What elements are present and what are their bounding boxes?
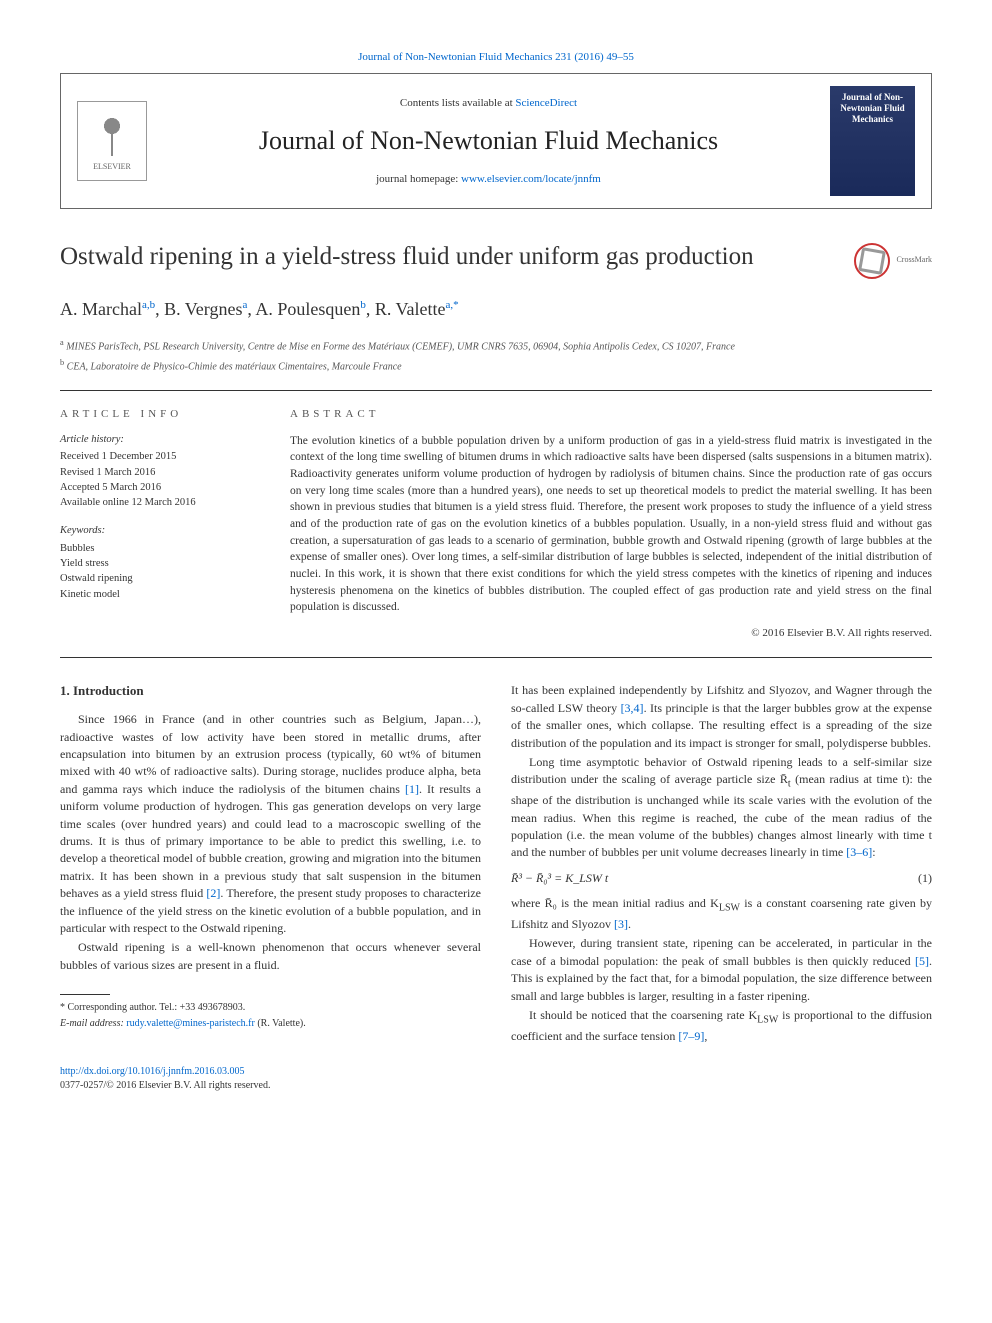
author-4-affil: a,* xyxy=(446,299,459,311)
p5a: where R̄₀ is the mean initial radius and… xyxy=(511,896,719,910)
p1b: . It results a uniform volume production… xyxy=(60,782,481,900)
article-info-label: ARTICLE INFO xyxy=(60,407,260,422)
elsevier-tree-icon xyxy=(92,111,132,161)
journal-cover-thumbnail: Journal of Non-Newtonian Fluid Mechanics xyxy=(830,86,915,196)
history-revised: Revised 1 March 2016 xyxy=(60,465,260,480)
ref-3-4[interactable]: [3,4] xyxy=(621,701,644,715)
footnote-separator xyxy=(60,994,110,995)
para-3: It has been explained independently by L… xyxy=(511,682,932,752)
ref-1[interactable]: [1] xyxy=(405,782,419,796)
email-who: (R. Valette). xyxy=(255,1018,306,1029)
cover-title: Journal of Non-Newtonian Fluid Mechanics xyxy=(834,92,911,124)
corresponding-author: * Corresponding author. Tel.: +33 493678… xyxy=(60,1001,481,1015)
equation-1: R̄³ − R̄₀³ = K_LSW t (1) xyxy=(511,870,932,887)
affiliation-b: b CEA, Laboratoire de Physico-Chimie des… xyxy=(60,357,932,374)
author-email-link[interactable]: rudy.valette@mines-paristech.fr xyxy=(126,1018,255,1029)
homepage-line: journal homepage: www.elsevier.com/locat… xyxy=(162,172,815,187)
p7sub: LSW xyxy=(757,1014,778,1025)
citation-link[interactable]: Journal of Non-Newtonian Fluid Mechanics… xyxy=(60,50,932,65)
eq1-body: R̄³ − R̄₀³ = K_LSW t xyxy=(511,870,608,887)
ref-5[interactable]: [5] xyxy=(915,954,929,968)
ref-3-6[interactable]: [3–6] xyxy=(846,845,872,859)
p4c: : xyxy=(872,845,875,859)
abstract-copyright: © 2016 Elsevier B.V. All rights reserved… xyxy=(290,626,932,641)
keywords-label: Keywords: xyxy=(60,524,260,539)
crossmark-icon[interactable] xyxy=(854,243,890,279)
homepage-link[interactable]: www.elsevier.com/locate/jnnfm xyxy=(461,173,601,185)
abstract-text: The evolution kinetics of a bubble popul… xyxy=(290,433,932,616)
para-5: where R̄₀ is the mean initial radius and… xyxy=(511,895,932,933)
p5sub: LSW xyxy=(719,903,740,914)
issn-copyright: 0377-0257/© 2016 Elsevier B.V. All right… xyxy=(60,1080,270,1091)
p7a: It should be noticed that the coarsening… xyxy=(529,1008,757,1022)
keyword-3: Ostwald ripening xyxy=(60,571,260,586)
p5c: . xyxy=(628,917,631,931)
email-line: E-mail address: rudy.valette@mines-paris… xyxy=(60,1017,481,1031)
homepage-prefix: journal homepage: xyxy=(376,173,461,185)
sciencedirect-link[interactable]: ScienceDirect xyxy=(515,97,577,109)
para-7: It should be noticed that the coarsening… xyxy=(511,1007,932,1045)
keyword-4: Kinetic model xyxy=(60,587,260,602)
section-1-heading: 1. Introduction xyxy=(60,682,481,701)
keyword-1: Bubbles xyxy=(60,541,260,556)
info-abstract-row: ARTICLE INFO Article history: Received 1… xyxy=(60,407,932,641)
crossmark-label: CrossMark xyxy=(896,254,932,265)
affil-a-text: MINES ParisTech, PSL Research University… xyxy=(66,341,735,352)
header-center: Contents lists available at ScienceDirec… xyxy=(147,96,830,187)
author-4: , R. Valette xyxy=(366,299,446,319)
abstract-label: ABSTRACT xyxy=(290,407,932,422)
journal-header-box: ELSEVIER Contents lists available at Sci… xyxy=(60,73,932,209)
journal-name: Journal of Non-Newtonian Fluid Mechanics xyxy=(162,123,815,159)
title-row: Ostwald ripening in a yield-stress fluid… xyxy=(60,239,932,279)
footer-info: http://dx.doi.org/10.1016/j.jnnfm.2016.0… xyxy=(60,1065,932,1093)
history-label: Article history: xyxy=(60,433,260,448)
divider-top xyxy=(60,390,932,391)
ref-2[interactable]: [2] xyxy=(206,886,220,900)
page-container: Journal of Non-Newtonian Fluid Mechanics… xyxy=(0,0,992,1143)
para-6: However, during transient state, ripenin… xyxy=(511,935,932,1005)
para-2: Ostwald ripening is a well-known phenome… xyxy=(60,939,481,974)
p6a: However, during transient state, ripenin… xyxy=(511,936,932,967)
para-1: Since 1966 in France (and in other count… xyxy=(60,711,481,937)
history-received: Received 1 December 2015 xyxy=(60,449,260,464)
history-online: Available online 12 March 2016 xyxy=(60,495,260,510)
left-column: 1. Introduction Since 1966 in France (an… xyxy=(60,682,481,1047)
author-2: , B. Vergnes xyxy=(155,299,242,319)
author-1: A. Marchal xyxy=(60,299,142,319)
elsevier-label: ELSEVIER xyxy=(93,161,131,172)
doi-link[interactable]: http://dx.doi.org/10.1016/j.jnnfm.2016.0… xyxy=(60,1066,245,1077)
divider-bottom xyxy=(60,657,932,658)
right-column: It has been explained independently by L… xyxy=(511,682,932,1047)
abstract-column: ABSTRACT The evolution kinetics of a bub… xyxy=(290,407,932,641)
p7c: , xyxy=(704,1029,707,1043)
eq1-number: (1) xyxy=(918,870,932,887)
author-1-affil: a,b xyxy=(142,299,155,311)
ref-3[interactable]: [3] xyxy=(614,917,628,931)
article-info-column: ARTICLE INFO Article history: Received 1… xyxy=(60,407,260,641)
affiliation-a: a MINES ParisTech, PSL Research Universi… xyxy=(60,337,932,354)
authors-line: A. Marchala,b, B. Vergnesa, A. Poulesque… xyxy=(60,297,932,322)
author-3: , A. Poulesquen xyxy=(247,299,360,319)
contents-prefix: Contents lists available at xyxy=(400,97,515,109)
contents-line: Contents lists available at ScienceDirec… xyxy=(162,96,815,111)
history-accepted: Accepted 5 March 2016 xyxy=(60,480,260,495)
affil-b-text: CEA, Laboratoire de Physico-Chimie des m… xyxy=(67,362,402,373)
elsevier-logo: ELSEVIER xyxy=(77,101,147,181)
para-4: Long time asymptotic behavior of Ostwald… xyxy=(511,754,932,862)
email-label: E-mail address: xyxy=(60,1018,126,1029)
keyword-2: Yield stress xyxy=(60,556,260,571)
ref-7-9[interactable]: [7–9] xyxy=(678,1029,704,1043)
article-title: Ostwald ripening in a yield-stress fluid… xyxy=(60,239,842,274)
body-columns: 1. Introduction Since 1966 in France (an… xyxy=(60,682,932,1047)
